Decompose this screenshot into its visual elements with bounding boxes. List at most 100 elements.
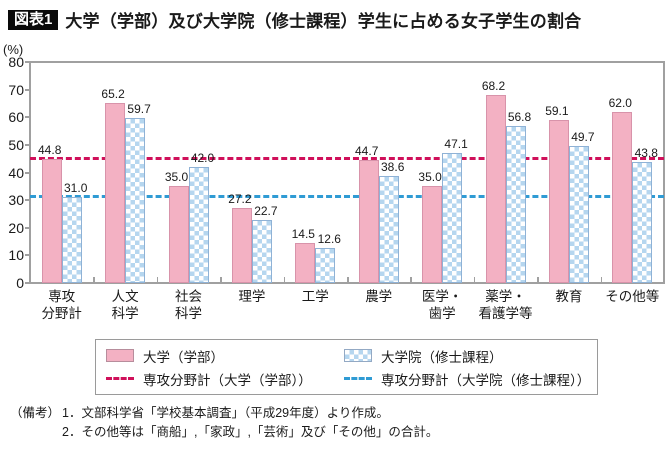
value-label: 44.7 bbox=[355, 143, 379, 158]
value-label: 59.7 bbox=[127, 102, 151, 117]
bar-undergrad bbox=[295, 242, 316, 283]
masters-average-line bbox=[30, 195, 664, 199]
legend-label: 大学院（修士課程） bbox=[381, 349, 503, 365]
bar-undergrad bbox=[168, 186, 189, 283]
bar-undergrad bbox=[422, 186, 443, 283]
x-category-label: 農学 bbox=[365, 289, 393, 304]
figure-title: 大学（学部）及び大学院（修士課程）学生に占める女子学生の割合 bbox=[65, 12, 582, 31]
y-tick-mark bbox=[25, 254, 30, 257]
pink-dashed-line-icon bbox=[106, 377, 134, 380]
x-category-label: 理学 bbox=[238, 289, 266, 304]
y-tick-mark bbox=[25, 199, 30, 202]
y-tick-label: 10 bbox=[8, 247, 24, 264]
bar-masters bbox=[442, 152, 463, 283]
figure-badge: 図表1 bbox=[8, 9, 59, 30]
value-label: 27.2 bbox=[228, 191, 252, 206]
x-category-label: 薬学・ 看護学等 bbox=[478, 289, 533, 321]
bar-masters bbox=[632, 162, 653, 283]
x-tick-mark bbox=[600, 277, 603, 282]
legend-item-undergrad-average-line: 専攻分野計（大学（学部）） bbox=[106, 369, 344, 389]
y-tick-mark bbox=[25, 143, 30, 146]
y-tick-label: 0 bbox=[16, 275, 24, 291]
bar-masters bbox=[251, 220, 272, 283]
bar-masters bbox=[315, 248, 336, 283]
legend-item-undergrad: 大学（学部） bbox=[106, 346, 344, 366]
y-tick-mark bbox=[25, 226, 30, 229]
y-tick-mark bbox=[25, 282, 30, 284]
y-axis-unit-label: (%) bbox=[3, 42, 24, 57]
bar-masters bbox=[378, 176, 399, 283]
source-notes: （備考） 1．文部科学省「学校基本調査」（平成29年度）より作成。 2．その他等… bbox=[10, 404, 438, 443]
note-line-1: 1．文部科学省「学校基本調査」（平成29年度）より作成。 bbox=[62, 406, 389, 420]
y-tick-label: 60 bbox=[8, 109, 24, 126]
x-category-label: 人文 科学 bbox=[111, 289, 139, 321]
x-tick-mark bbox=[473, 277, 476, 282]
note-line-2: 2．その他等は「商船」,「家政」,「芸術」及び「その他」の合計。 bbox=[62, 425, 439, 440]
value-label: 22.7 bbox=[254, 204, 278, 219]
y-tick-label: 80 bbox=[8, 54, 24, 70]
legend-label: 専攻分野計（大学院（修士課程）） bbox=[381, 372, 591, 388]
value-label: 35.0 bbox=[164, 170, 189, 185]
x-tick-mark bbox=[93, 277, 95, 282]
checker-bar-swatch-icon bbox=[344, 349, 372, 362]
notes-label: （備考） bbox=[10, 406, 61, 420]
value-label: 68.2 bbox=[481, 78, 506, 93]
value-label: 65.2 bbox=[101, 86, 125, 101]
legend-label: 専攻分野計（大学（学部）） bbox=[143, 372, 312, 388]
undergrad-average-line bbox=[30, 157, 664, 161]
y-tick-label: 20 bbox=[8, 219, 24, 236]
value-label: 59.1 bbox=[545, 103, 569, 118]
bar-undergrad bbox=[358, 159, 379, 283]
value-label: 62.0 bbox=[608, 95, 632, 110]
x-tick-mark bbox=[220, 277, 222, 282]
value-label: 31.0 bbox=[64, 181, 88, 196]
x-category-label: 専攻 分野計 bbox=[41, 289, 82, 321]
value-label: 49.7 bbox=[571, 129, 595, 144]
x-category-label: 医学・ 歯学 bbox=[421, 289, 463, 321]
bar-undergrad bbox=[41, 159, 62, 283]
x-category-label: 工学 bbox=[301, 289, 329, 304]
legend-label: 大学（学部） bbox=[143, 349, 224, 365]
value-label: 35.0 bbox=[418, 170, 442, 185]
bar-undergrad bbox=[231, 207, 252, 283]
y-tick-mark bbox=[25, 116, 30, 119]
y-tick-label: 70 bbox=[8, 81, 24, 98]
bar-masters bbox=[568, 145, 589, 283]
bar-masters bbox=[505, 126, 526, 283]
figure-header: 図表1 大学（学部）及び大学院（修士課程）学生に占める女子学生の割合 bbox=[8, 7, 581, 32]
value-label: 14.5 bbox=[291, 226, 315, 241]
bar-undergrad bbox=[485, 94, 506, 283]
bar-masters bbox=[61, 197, 82, 283]
value-label: 44.8 bbox=[38, 143, 62, 158]
value-label: 56.8 bbox=[507, 110, 532, 125]
value-label: 38.6 bbox=[381, 160, 405, 175]
legend-item-masters-average-line: 専攻分野計（大学院（修士課程）） bbox=[344, 369, 593, 389]
value-label: 12.6 bbox=[317, 232, 341, 247]
x-tick-mark bbox=[156, 277, 159, 282]
y-tick-mark bbox=[25, 88, 30, 91]
bar-masters bbox=[125, 118, 146, 283]
pink-bar-swatch-icon bbox=[106, 349, 134, 362]
value-label: 47.1 bbox=[444, 136, 468, 151]
legend-box: 大学（学部） 大学院（修士課程） 専攻分野計（大学（学部）） 専攻分野計（大学院… bbox=[95, 339, 598, 395]
x-category-label: その他等 bbox=[605, 289, 660, 304]
x-tick-mark bbox=[410, 277, 412, 282]
bar-undergrad bbox=[105, 102, 126, 283]
y-tick-label: 30 bbox=[8, 192, 24, 209]
value-label: 42.0 bbox=[190, 150, 215, 165]
y-tick-label: 50 bbox=[8, 136, 24, 153]
value-label: 43.8 bbox=[634, 146, 658, 160]
x-tick-mark bbox=[347, 277, 349, 282]
bar-masters bbox=[188, 166, 209, 283]
bar-undergrad bbox=[612, 111, 633, 283]
notes-lines: 1．文部科学省「学校基本調査」（平成29年度）より作成。 2．その他等は「商船」… bbox=[62, 404, 438, 443]
bar-undergrad bbox=[548, 119, 569, 283]
x-category-label: 社会 科学 bbox=[175, 289, 202, 321]
x-category-label: 教育 bbox=[555, 289, 583, 304]
y-tick-mark bbox=[25, 171, 30, 174]
blue-dashed-line-icon bbox=[344, 377, 372, 380]
y-tick-label: 40 bbox=[8, 164, 24, 181]
y-tick-mark bbox=[25, 61, 30, 63]
legend-item-masters: 大学院（修士課程） bbox=[344, 346, 593, 366]
